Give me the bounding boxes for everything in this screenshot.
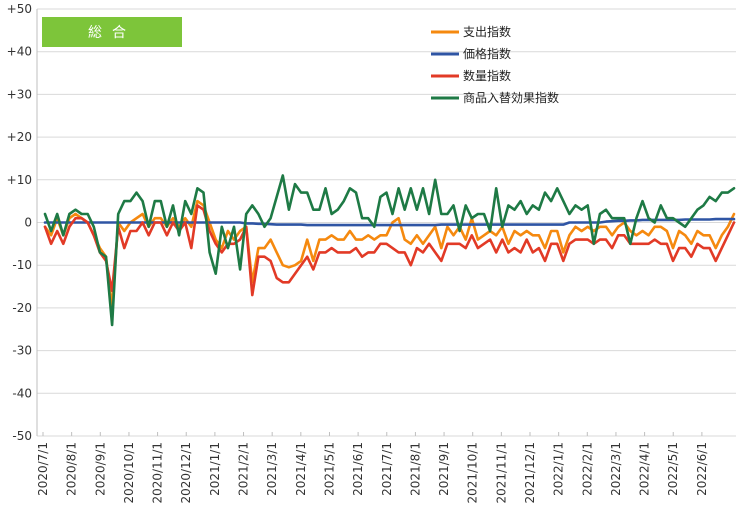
y-tick-label: +10 — [7, 173, 32, 187]
x-axis: 2020/7/1 2020/8/1 2020/9/1 2020/10/1 2020/11… — [36, 432, 709, 504]
x-tick-label: 2020/12/1 — [179, 442, 193, 504]
x-tick-label: 2021/1/1 — [208, 442, 222, 496]
x-tick-label: 2021/2/1 — [237, 442, 251, 496]
title-background — [42, 17, 182, 47]
legend-label-price: 価格指数 — [463, 46, 511, 61]
x-tick-label: 2021/10/1 — [466, 442, 480, 504]
x-tick-label: 2022/3/1 — [609, 442, 623, 496]
chart-title: 総合 — [88, 25, 136, 41]
x-tick-label: 2020/8/1 — [65, 442, 79, 496]
x-tick-label: 2021/8/1 — [408, 442, 422, 496]
legend-label-quantity: 数量指数 — [463, 68, 511, 83]
series-line-spending — [43, 199, 736, 310]
y-tick-label: -50 — [12, 429, 32, 443]
x-tick-label: 2021/5/1 — [322, 442, 336, 496]
legend-label-spending: 支出指数 — [463, 24, 511, 39]
x-tick-label: 2020/9/1 — [93, 442, 107, 496]
x-tick-label: 2020/10/1 — [122, 442, 136, 504]
x-tick-label: 2021/7/1 — [380, 442, 394, 496]
series-line-quantity — [43, 204, 736, 297]
x-tick-label: 2021/11/1 — [494, 442, 508, 504]
x-tick-label: 2021/12/1 — [523, 442, 537, 504]
x-tick-label: 2022/6/1 — [695, 442, 709, 496]
y-tick-label: -30 — [12, 344, 32, 358]
y-tick-label: -10 — [12, 258, 32, 272]
y-tick-label: +30 — [7, 87, 32, 101]
x-tick-label: 2022/2/1 — [580, 442, 594, 496]
series-line-substitution — [43, 174, 736, 327]
y-tick-label: 0 — [24, 216, 32, 230]
y-tick-label: +40 — [7, 45, 32, 59]
y-tick-label: -20 — [12, 301, 32, 315]
x-tick-label: 2022/5/1 — [666, 442, 680, 496]
x-tick-label: 2022/1/1 — [552, 442, 566, 496]
y-tick-label: +20 — [7, 130, 32, 144]
x-tick-label: 2020/11/1 — [151, 442, 165, 504]
x-tick-label: 2021/3/1 — [265, 442, 279, 496]
y-tick-label: -40 — [12, 386, 32, 400]
x-tick-label: 2021/6/1 — [351, 442, 365, 496]
x-tick-label: 2022/4/1 — [638, 442, 652, 496]
y-tick-label: +50 — [7, 2, 32, 16]
x-tick-label: 2021/4/1 — [294, 442, 308, 496]
legend-label-substitution: 商品入替効果指数 — [463, 90, 559, 105]
y-axis: +50 +40 +30 +20 +10 0 -10 -20 -30 -40 -50 — [7, 2, 38, 443]
x-tick-label: 2020/7/1 — [36, 442, 50, 496]
chart-title-box: 総合 — [42, 17, 182, 47]
series-lines — [43, 174, 736, 327]
x-tick-label: 2021/9/1 — [437, 442, 451, 496]
